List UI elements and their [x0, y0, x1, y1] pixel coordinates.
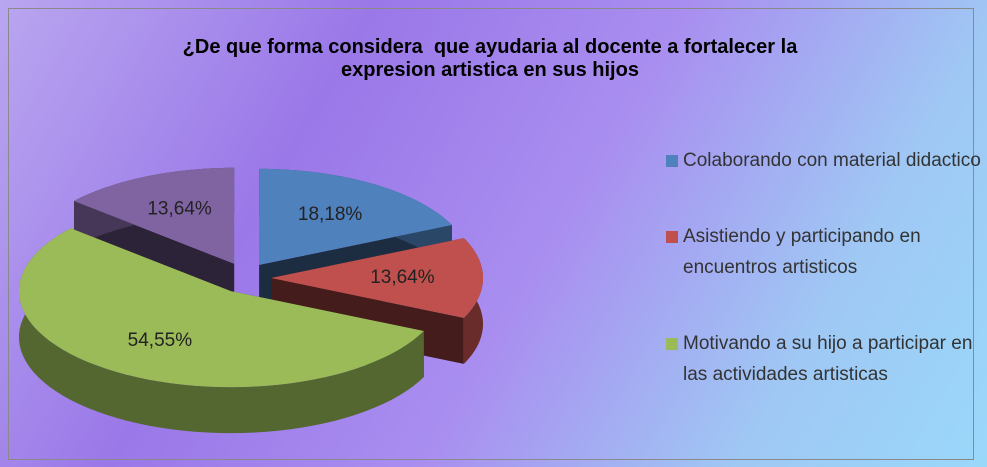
legend-label: Asistiendo y participando en encuentros … — [683, 226, 921, 278]
legend-item: Asistiendo y participando en encuentros … — [666, 221, 986, 283]
legend: Colaborando con material didactico Asisti… — [666, 145, 986, 435]
chart-frame — [8, 8, 974, 460]
data-label: 13,64% — [370, 267, 435, 288]
slice-wall — [19, 228, 424, 434]
legend-swatch — [666, 231, 678, 243]
legend-swatch — [666, 338, 678, 350]
legend-label: Colaborando con material didactico — [683, 150, 981, 171]
slice — [271, 238, 483, 318]
legend-item: Colaborando con material didactico — [666, 145, 986, 176]
data-label: 18,18% — [298, 204, 363, 225]
slice — [74, 167, 235, 264]
legend-item: Motivando a su hijo a participar en las … — [666, 328, 986, 390]
data-label: 13,64% — [147, 199, 212, 220]
legend-label: Motivando a su hijo a participar en las … — [683, 333, 973, 385]
chart-title: ¿De que forma considera que ayudaria al … — [182, 36, 803, 81]
slice — [259, 168, 452, 265]
slice — [19, 228, 424, 388]
legend-swatch — [666, 155, 678, 167]
data-label: 54,55% — [128, 330, 193, 351]
